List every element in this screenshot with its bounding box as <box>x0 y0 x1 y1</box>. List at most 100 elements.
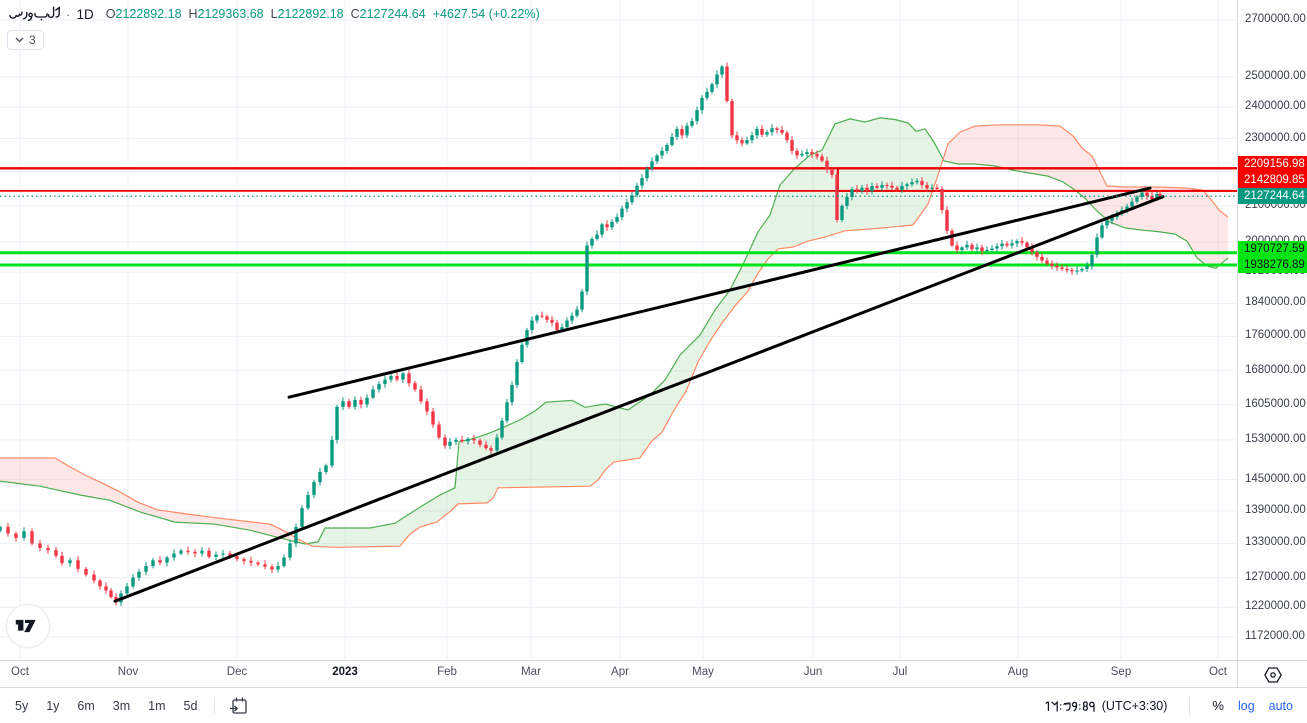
price-tick-label: 1760000.00 <box>1245 329 1306 342</box>
chart-legend: · 1D O2122892.18 H2129363.68 L2122892.18… <box>8 5 540 23</box>
candle-body <box>54 550 58 556</box>
candle-body <box>294 526 298 544</box>
candle-body <box>312 482 316 496</box>
candle-body <box>565 320 569 328</box>
tradingview-logo[interactable] <box>6 604 50 648</box>
time-axis-label: Mar <box>521 666 541 678</box>
candle-body <box>845 197 849 206</box>
candle-body <box>1125 206 1129 211</box>
range-button-5y[interactable]: 5y <box>6 694 37 718</box>
candle-body <box>341 401 345 407</box>
candle-body <box>595 234 599 239</box>
utc-offset-label: (UTC+3:30) <box>1101 698 1168 713</box>
candle-body <box>805 152 809 155</box>
candle-body <box>755 128 759 136</box>
candle-body <box>970 244 974 250</box>
candle-body <box>965 244 969 248</box>
go-to-date-button[interactable] <box>223 693 255 719</box>
indicators-collapse-pill[interactable]: 3 <box>7 30 44 50</box>
range-button-5d[interactable]: 5d <box>175 694 207 718</box>
candle-body <box>1100 225 1104 238</box>
range-button-3m[interactable]: 3m <box>104 694 139 718</box>
candle-body <box>555 322 559 331</box>
toolbar-divider-2 <box>1189 696 1191 715</box>
candle-body <box>395 376 399 380</box>
range-button-1y[interactable]: 1y <box>37 694 68 718</box>
candle-body <box>1035 252 1039 257</box>
clock-digits-glyphs <box>1045 700 1095 712</box>
candle-body <box>431 411 435 425</box>
candle-body <box>605 224 609 228</box>
candle-body <box>165 557 169 563</box>
candle-body <box>575 309 579 316</box>
candle-body <box>745 140 749 144</box>
price-axis-badge: 2127244.64 <box>1238 188 1307 205</box>
candle-body <box>68 560 72 564</box>
candle-body <box>615 217 619 222</box>
candle-body <box>1065 268 1069 271</box>
percent-scale-button[interactable]: % <box>1212 698 1224 713</box>
candle-body <box>820 156 824 161</box>
candle-body <box>610 221 614 228</box>
candle-body <box>700 97 704 111</box>
candle-body <box>775 128 779 130</box>
candle-body <box>335 406 339 440</box>
candle-body <box>249 560 253 563</box>
candle-body <box>855 189 859 192</box>
range-button-6m[interactable]: 6m <box>68 694 103 718</box>
candle-body <box>359 399 363 405</box>
candle-body <box>625 202 629 209</box>
candle-body <box>1095 237 1099 255</box>
candle-body <box>710 84 714 92</box>
price-tick-label: 1330000.00 <box>1245 536 1306 549</box>
candle-body <box>840 205 844 220</box>
price-tick-label: 1840000.00 <box>1245 296 1306 309</box>
candle-body <box>875 185 879 188</box>
candle-body <box>472 438 476 441</box>
candle-body <box>630 195 634 203</box>
price-axis[interactable]: 2700000.00 2500000.00 2400000.00 2300000.00… <box>1237 0 1307 660</box>
candle-body <box>306 495 310 509</box>
candle-body <box>484 444 488 449</box>
time-axis-label: Jul <box>892 666 908 678</box>
candle-body <box>318 471 322 483</box>
session-clock[interactable]: (UTC+3:30) <box>1045 698 1168 713</box>
candle-body <box>30 531 34 544</box>
candle-body <box>256 562 260 565</box>
candle-body <box>935 187 939 190</box>
chart-plot-area[interactable] <box>0 0 1237 660</box>
log-scale-button[interactable]: log <box>1237 698 1255 713</box>
candle-body <box>550 319 554 323</box>
candle-body <box>214 554 218 557</box>
time-axis-label: Jun <box>803 666 823 678</box>
candle-body <box>1050 263 1054 266</box>
price-tick-label: 1270000.00 <box>1245 570 1306 583</box>
price-tick-label: 1172000.00 <box>1245 629 1305 642</box>
range-button-1m[interactable]: 1m <box>139 694 174 718</box>
candle-body <box>720 66 724 75</box>
candle-body <box>540 315 544 317</box>
candle-body <box>835 174 839 220</box>
time-axis[interactable]: Oct Nov Dec 2023 Feb Mar Apr May Jun Jul Aug Sep Oct <box>0 660 1237 688</box>
candle-body <box>505 402 509 421</box>
candle-body <box>675 128 679 137</box>
candle-body <box>515 361 519 385</box>
interval-label[interactable]: 1D <box>76 6 94 22</box>
candle-body <box>172 553 176 558</box>
candle-body <box>1080 268 1084 271</box>
candle-body <box>1110 217 1114 221</box>
candle-body <box>1105 220 1109 226</box>
candle-body <box>705 91 709 98</box>
candle-body <box>263 564 267 567</box>
candle-body <box>810 152 814 155</box>
time-axis-label: Aug <box>1007 666 1029 678</box>
candle-body <box>460 439 464 442</box>
candle-body <box>1130 201 1134 207</box>
axis-settings-corner[interactable] <box>1237 660 1307 688</box>
candle-body <box>6 526 10 534</box>
candle-body <box>1140 192 1144 198</box>
auto-scale-button[interactable]: auto <box>1268 698 1293 713</box>
candle-body <box>1135 197 1139 202</box>
candle-body <box>228 553 232 557</box>
candle-body <box>520 344 524 362</box>
